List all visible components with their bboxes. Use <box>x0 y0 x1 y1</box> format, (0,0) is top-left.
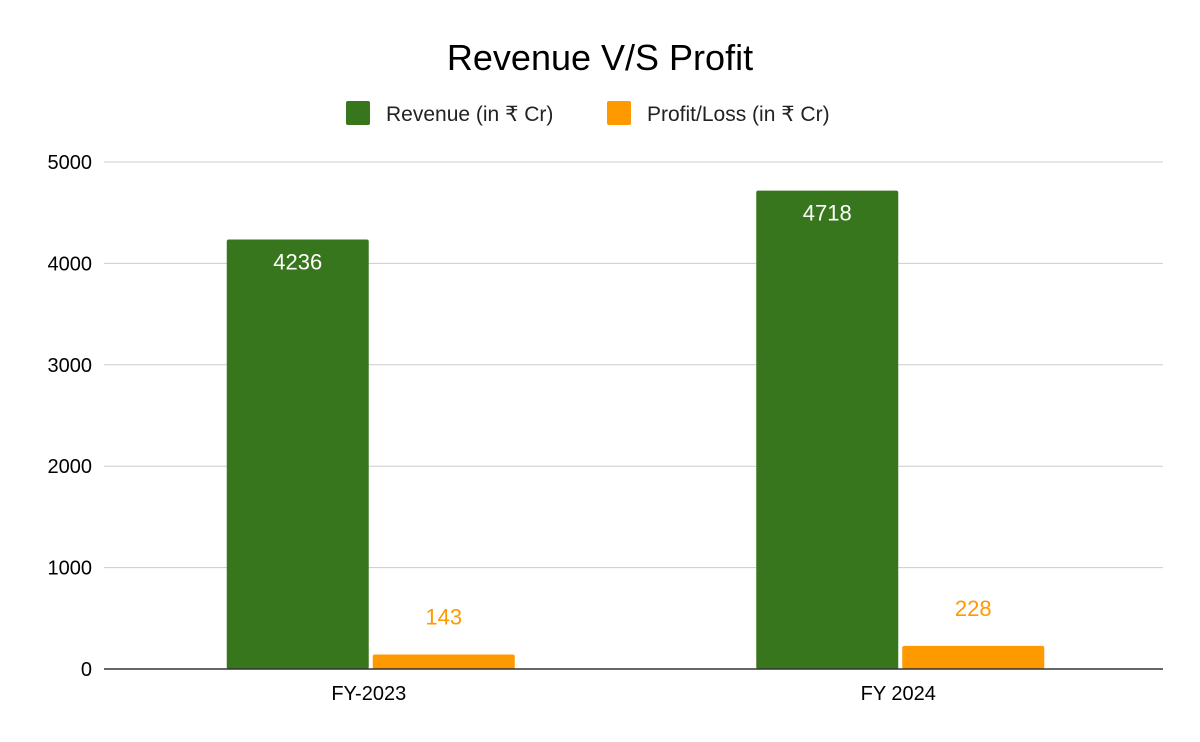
bar-revenue <box>756 190 899 670</box>
y-tick-label: 2000 <box>48 456 93 478</box>
legend-swatch <box>607 101 631 125</box>
data-label: 143 <box>425 604 462 629</box>
bars: 4236 143 4718 228 <box>226 190 1045 670</box>
x-axis: FY-2023 FY 2024 <box>104 668 1163 705</box>
y-tick-label: 1000 <box>48 558 93 580</box>
data-label: 4718 <box>803 201 852 226</box>
data-label: 228 <box>955 596 992 621</box>
legend-label: Revenue (in ₹ Cr) <box>386 103 553 126</box>
legend-swatch <box>346 101 370 125</box>
y-tick-label: 4000 <box>48 253 93 275</box>
legend: Revenue (in ₹ Cr) Profit/Loss (in ₹ Cr) <box>346 101 830 126</box>
data-label: 4236 <box>273 249 322 274</box>
bar-profit <box>372 654 515 669</box>
y-tick-label: 3000 <box>48 355 93 377</box>
y-tick-label: 0 <box>81 659 92 681</box>
bar-revenue <box>226 239 369 669</box>
bar-profit <box>902 645 1045 669</box>
legend-label: Profit/Loss (in ₹ Cr) <box>647 103 830 126</box>
x-tick-label: FY-2023 <box>331 683 406 705</box>
x-tick-label: FY 2024 <box>861 683 936 705</box>
gridlines: 0 1000 2000 3000 4000 5000 <box>48 152 1163 681</box>
chart-title: Revenue V/S Profit <box>447 37 753 78</box>
y-tick-label: 5000 <box>48 152 93 174</box>
